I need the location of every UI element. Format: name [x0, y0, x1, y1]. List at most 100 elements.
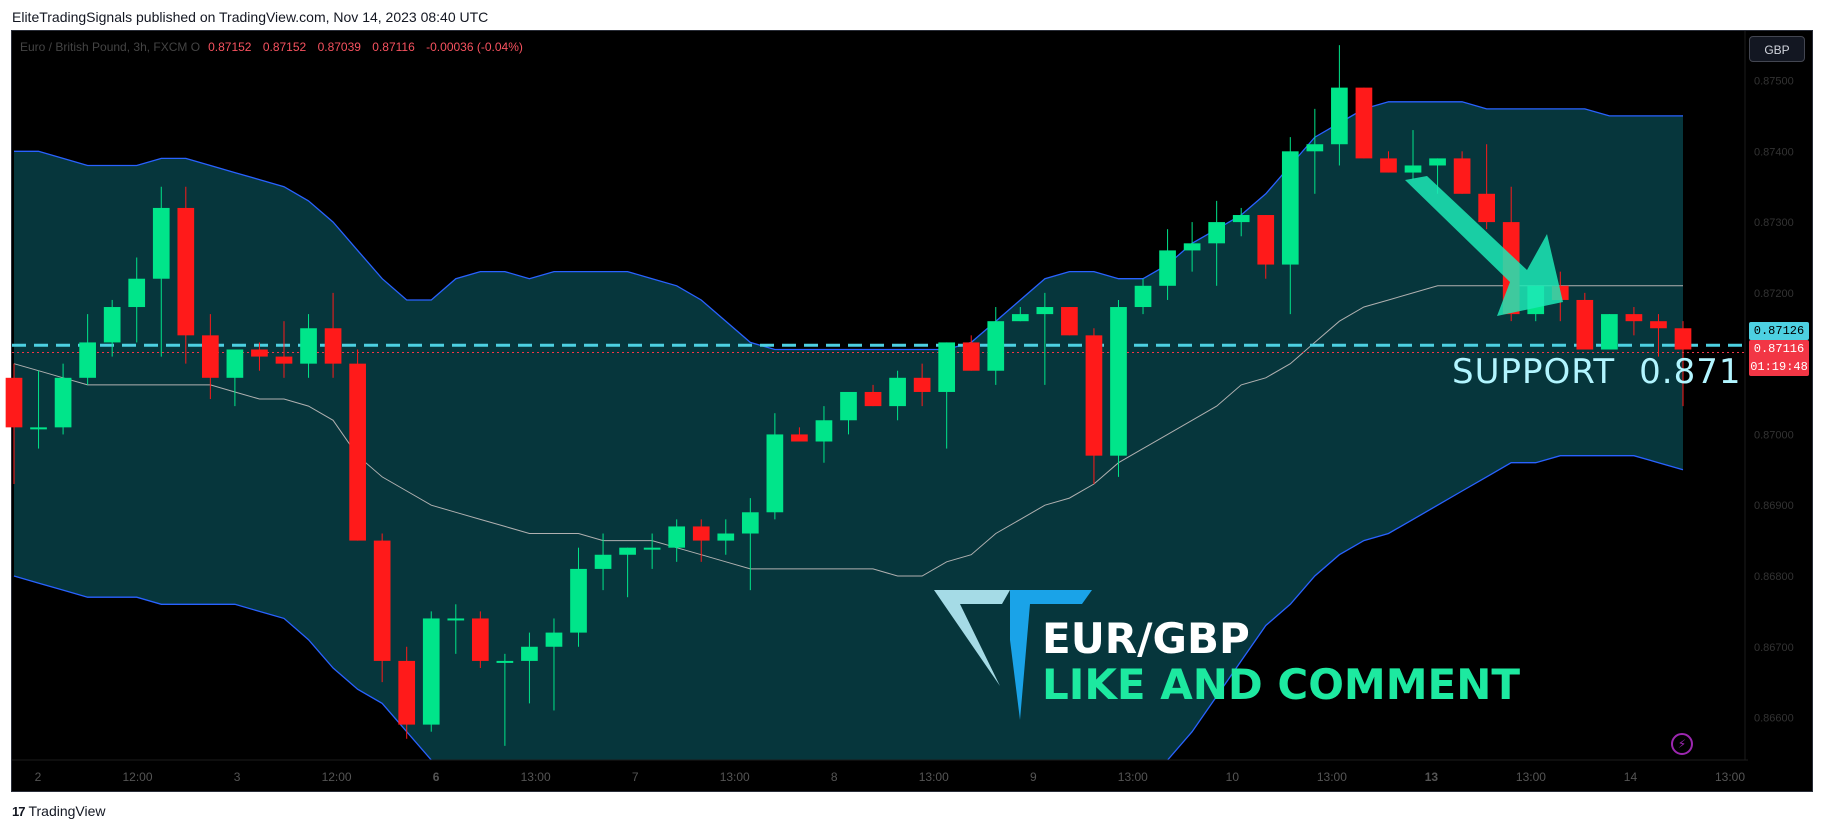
candle-body	[815, 420, 833, 442]
bollinger-basis-line	[13, 285, 1683, 577]
x-tick-label: 13:00	[1317, 770, 1347, 784]
candle-body	[1601, 314, 1618, 350]
candle-body	[938, 342, 956, 392]
x-tick-label: 13:00	[1715, 770, 1745, 784]
last-price-value: 0.87116	[1753, 342, 1805, 356]
x-tick-label: 13:00	[1516, 770, 1546, 784]
y-tick-label: 0.86600	[1754, 713, 1794, 725]
chart-legend: Euro / British Pound, 3h, FXCM O 0.87152 …	[20, 40, 523, 54]
support-text: SUPPORT	[1452, 352, 1616, 392]
candle-body	[1085, 335, 1103, 456]
candle-body	[54, 377, 72, 428]
candle-body	[251, 349, 268, 357]
candle-body	[791, 434, 808, 442]
candle-body	[1404, 165, 1422, 173]
candle-body	[1625, 314, 1643, 322]
legend-open: 0.87152	[208, 40, 252, 54]
candle-body	[766, 434, 784, 513]
candle-body	[1208, 222, 1226, 244]
candle-body	[422, 618, 440, 725]
lightning-icon[interactable]: ⚡	[1671, 733, 1693, 755]
y-tick-label: 0.86700	[1754, 642, 1794, 654]
brand-title: EUR/GBP	[1042, 614, 1250, 663]
candle-body	[1429, 158, 1446, 166]
y-tick-label: 0.87500	[1754, 76, 1794, 88]
x-tick-label: 13:00	[1118, 770, 1148, 784]
x-tick-label: 13	[1425, 770, 1439, 784]
candle-body	[152, 207, 170, 279]
legend-symbol: Euro / British Pound, 3h, FXCM	[20, 40, 188, 54]
bar-countdown: 01:19:48	[1750, 360, 1808, 374]
candle-body	[864, 391, 882, 407]
candle-body	[987, 321, 1005, 371]
x-tick-label: 12:00	[322, 770, 352, 784]
currency-button[interactable]: GBP	[1749, 36, 1805, 62]
tradingview-logo[interactable]: 17 TradingView	[12, 803, 106, 819]
brand-logo-left	[934, 590, 1010, 686]
candle-body	[373, 540, 391, 661]
candle-body	[1380, 158, 1397, 173]
candle-body	[1355, 87, 1373, 159]
x-tick-label: 6	[433, 770, 440, 784]
candle-body	[1036, 307, 1054, 315]
bollinger-lower-line	[13, 455, 1684, 760]
y-tick-label: 0.86900	[1754, 500, 1794, 512]
candle-body	[1110, 307, 1127, 456]
candle-body	[1331, 87, 1348, 145]
candle-body	[962, 342, 980, 371]
y-tick-label: 0.87200	[1754, 288, 1794, 300]
candle-body	[324, 328, 342, 364]
candle-body	[275, 356, 293, 364]
legend-change: -0.00036 (-0.04%)	[426, 40, 523, 54]
x-tick-label: 3	[234, 770, 241, 784]
candle-body	[1011, 314, 1029, 322]
candle-body	[398, 660, 416, 725]
candle-body	[496, 660, 514, 663]
candle-body	[1453, 158, 1471, 194]
legend-open-prefix: O	[190, 40, 201, 54]
y-tick-label: 0.87000	[1754, 429, 1794, 441]
candle-body	[1674, 328, 1692, 350]
candle-body	[840, 391, 857, 421]
legend-high: 0.87152	[262, 40, 307, 54]
candle-body	[1478, 193, 1495, 223]
x-tick-label: 13:00	[720, 770, 750, 784]
x-tick-label: 9	[1030, 770, 1037, 784]
candle-body	[226, 349, 244, 378]
candle-body	[741, 512, 759, 534]
publisher-info: EliteTradingSignals published on Trading…	[12, 9, 489, 25]
candle-body	[103, 307, 121, 343]
tradingview-brand: TradingView	[28, 803, 106, 819]
brand-logo-right	[1010, 590, 1092, 720]
candle-body	[5, 377, 23, 428]
support-value: 0.871	[1639, 352, 1742, 392]
candle-body	[1650, 321, 1667, 329]
support-annotation: SUPPORT 0.871	[1452, 352, 1742, 392]
candle-body	[1576, 299, 1594, 350]
candle-body	[79, 342, 96, 378]
x-tick-label: 12:00	[123, 770, 153, 784]
candle-body	[447, 618, 465, 621]
legend-low: 0.87039	[317, 40, 361, 54]
candle-body	[619, 547, 636, 555]
candle-body	[1134, 285, 1152, 308]
x-tick-label: 2	[35, 770, 42, 784]
x-tick-label: 10	[1226, 770, 1240, 784]
candle-body	[1183, 243, 1201, 251]
candle-body	[717, 533, 735, 541]
candle-body	[202, 335, 219, 378]
y-tick-label: 0.86800	[1754, 571, 1794, 583]
candle-body	[692, 526, 710, 541]
x-tick-label: 13:00	[521, 770, 551, 784]
trend-arrow	[1405, 176, 1563, 316]
candle-body	[1159, 250, 1176, 286]
candle-body	[668, 526, 686, 548]
x-tick-label: 7	[632, 770, 639, 784]
support-price-label: 0.87126	[1749, 322, 1809, 340]
candle-body	[545, 632, 563, 647]
candle-body	[30, 427, 47, 430]
last-price-label: 0.87116 01:19:48	[1749, 340, 1809, 376]
candle-body	[889, 377, 906, 407]
candle-body	[1061, 307, 1078, 336]
